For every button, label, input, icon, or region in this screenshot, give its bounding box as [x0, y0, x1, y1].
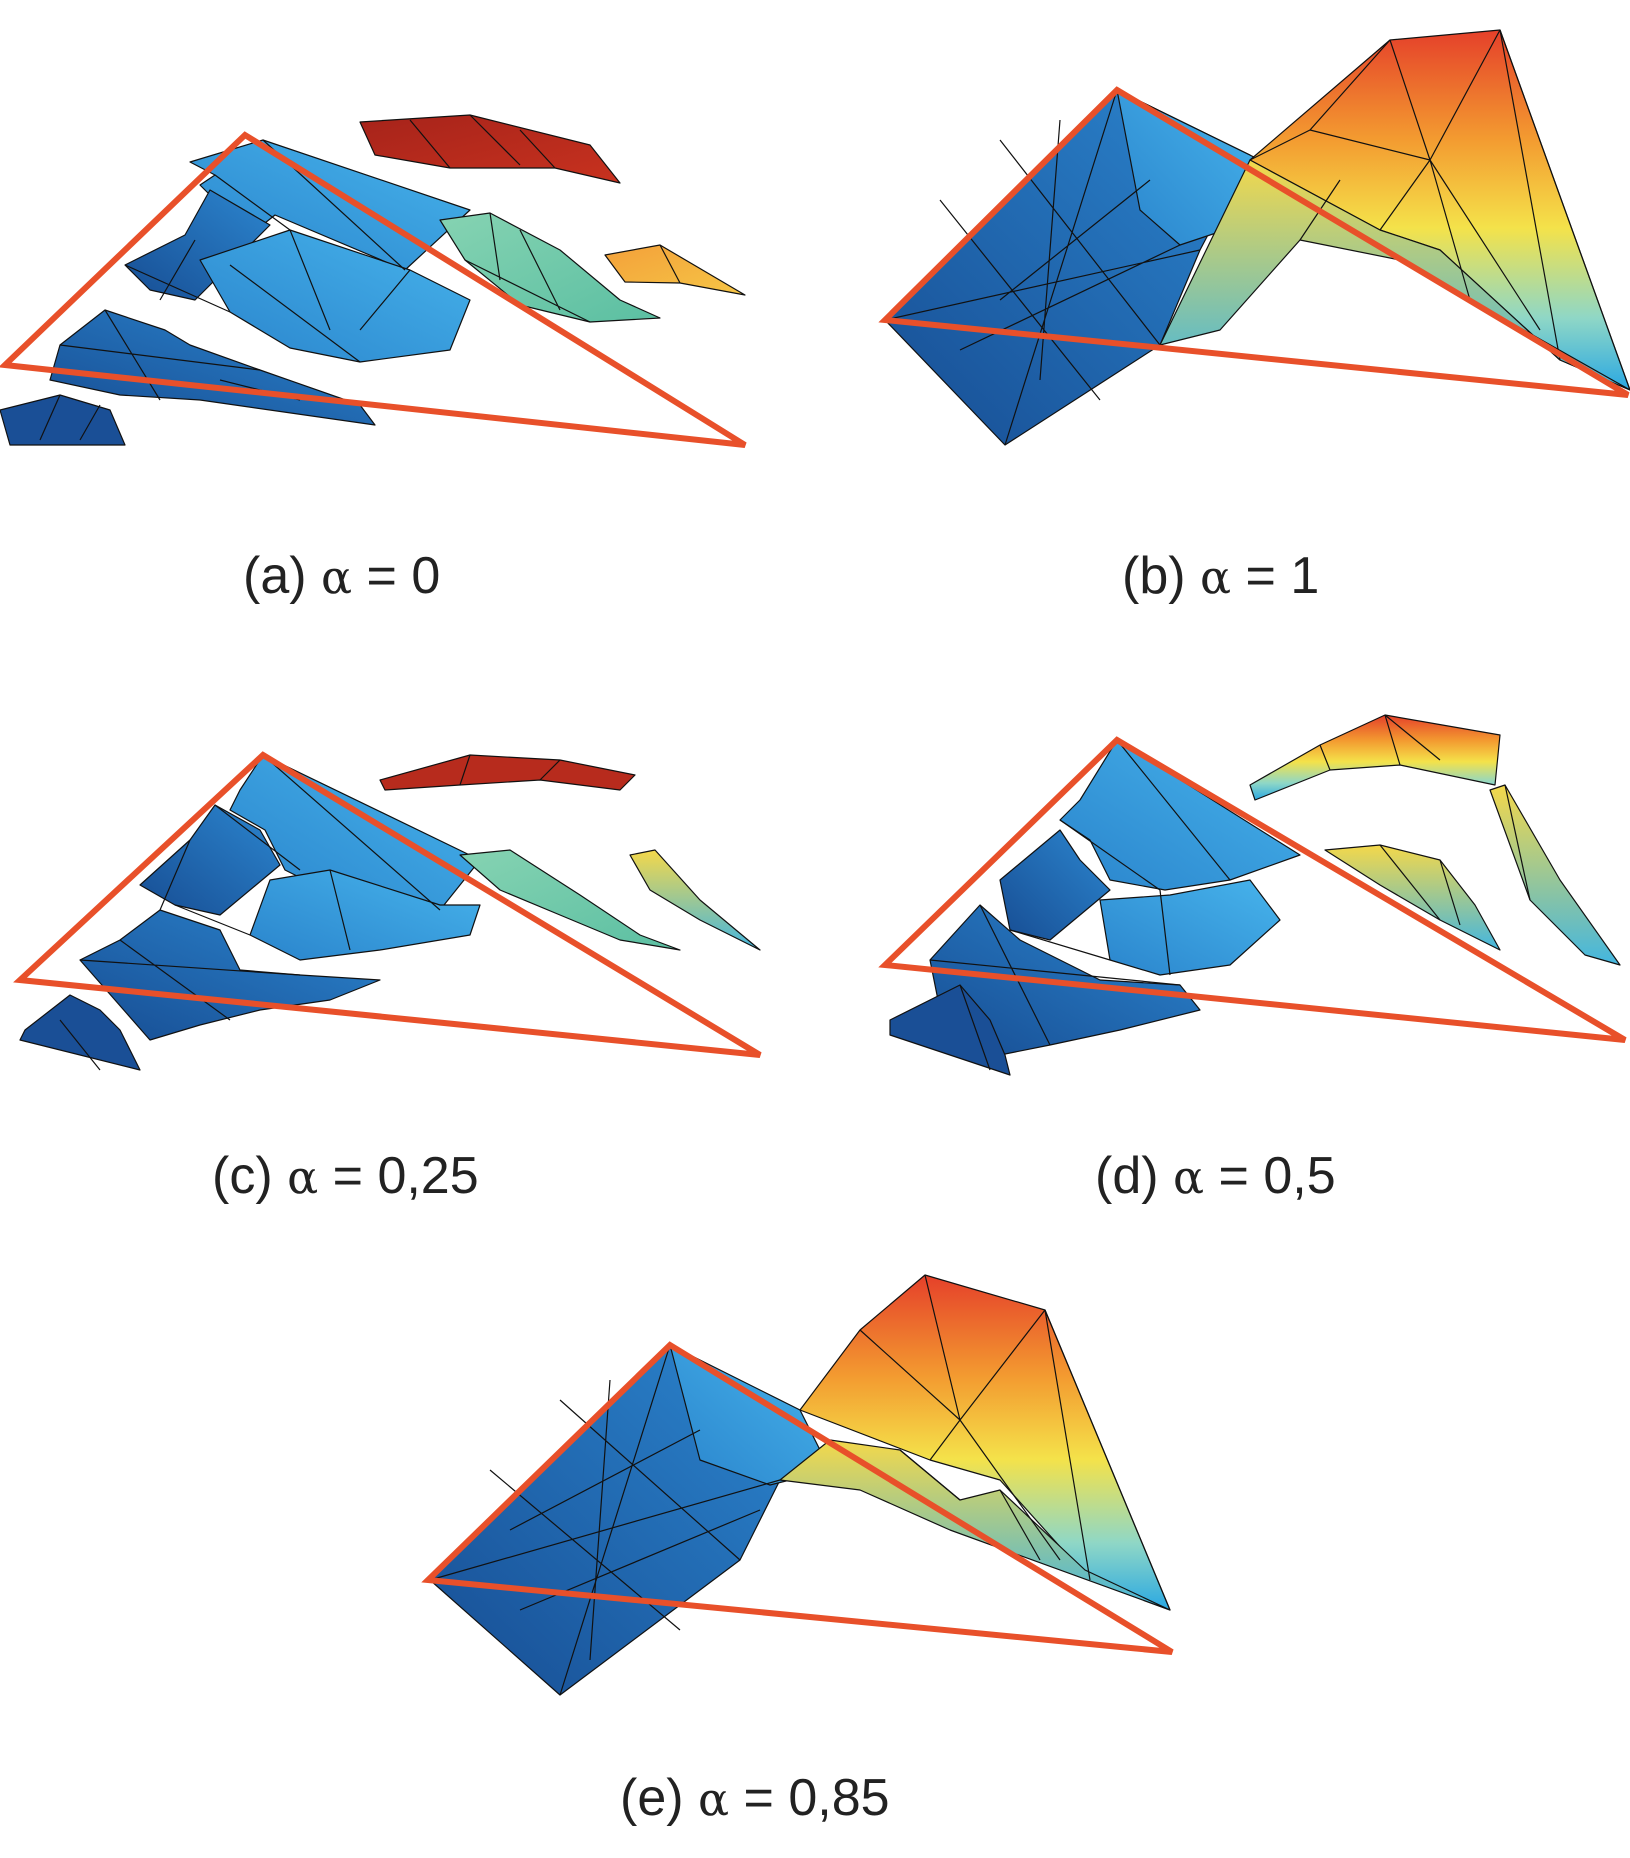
panel-a [0, 114, 747, 448]
caption-d-symbol: α [1173, 1150, 1205, 1204]
caption-d-label: (d) [1095, 1147, 1159, 1205]
caption-a-label: (a) [243, 547, 307, 605]
caption-d-value: = 0,5 [1218, 1147, 1336, 1205]
panel-b-domain-outline [878, 86, 1630, 398]
caption-a: (a) α = 0 [243, 550, 440, 602]
caption-a-symbol: α [321, 550, 353, 604]
caption-b: (b) α = 1 [1122, 550, 1319, 602]
panel-e-domain-outline [421, 1341, 1174, 1655]
caption-e-label: (e) [620, 1769, 684, 1827]
caption-b-value: = 1 [1245, 547, 1320, 605]
panel-a-domain-outline [0, 131, 747, 448]
caption-c-value: = 0,25 [332, 1147, 479, 1205]
panel-b [878, 29, 1630, 446]
panel-c-mesh [19, 754, 761, 1071]
caption-c-symbol: α [287, 1150, 319, 1204]
panel-d [878, 714, 1627, 1076]
panel-c [13, 751, 762, 1071]
caption-b-label: (b) [1122, 547, 1186, 605]
caption-e-symbol: α [698, 1772, 730, 1826]
caption-b-symbol: α [1200, 550, 1232, 604]
caption-e-value: = 0,85 [743, 1769, 890, 1827]
panel-a-mesh [0, 114, 746, 446]
caption-c: (c) α = 0,25 [212, 1150, 479, 1202]
panel-d-mesh [889, 714, 1621, 1076]
caption-c-label: (c) [212, 1147, 273, 1205]
caption-d: (d) α = 0,5 [1095, 1150, 1336, 1202]
panel-e-mesh [429, 1274, 1171, 1696]
caption-e: (e) α = 0,85 [620, 1772, 890, 1824]
panel-b-mesh [884, 29, 1630, 446]
panel-c-domain-outline [13, 751, 762, 1058]
caption-a-value: = 0 [366, 547, 441, 605]
panel-e [421, 1274, 1174, 1696]
panel-d-domain-outline [878, 736, 1627, 1043]
